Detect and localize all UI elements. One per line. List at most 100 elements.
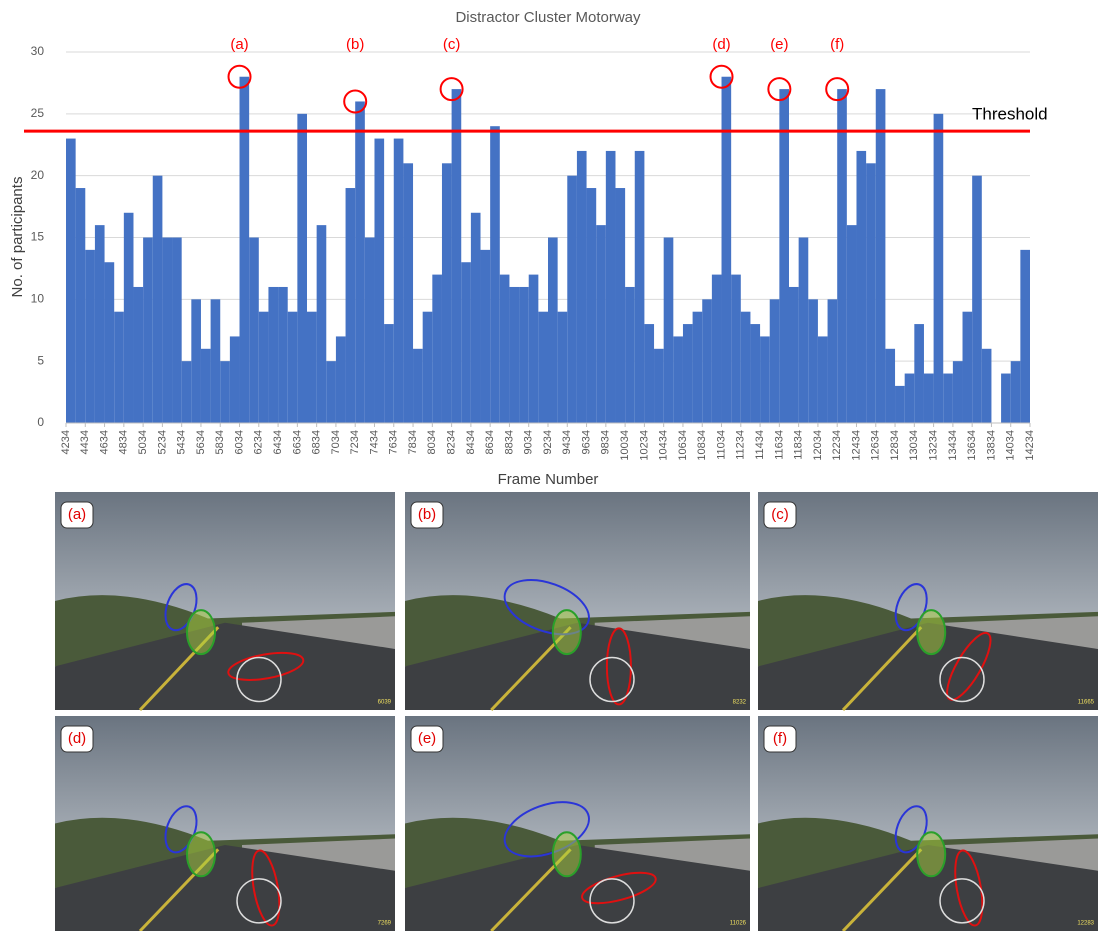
bar [693,312,703,423]
x-tick-label: 12234 [831,430,843,461]
bar [606,151,616,423]
bar [808,299,818,423]
bar [461,262,471,423]
x-tick-label: 13634 [966,430,978,461]
x-tick-label: 12034 [812,430,824,461]
x-tick-label: 7634 [388,430,400,454]
cluster-green [917,610,945,654]
y-tick-label: 0 [37,415,44,429]
y-tick-label: 15 [31,230,45,244]
bar [133,287,143,423]
bar [750,324,760,423]
bar [644,324,654,423]
bar [654,349,664,423]
x-tick-label: 10434 [658,430,670,461]
bar [317,225,327,423]
x-tick-label: 9434 [561,430,573,454]
bar [558,312,568,423]
bar [481,250,491,423]
x-tick-label: 10034 [619,430,631,461]
x-tick-label: 5234 [156,430,168,454]
bar [162,238,172,424]
figure: Distractor Cluster Motorway No. of parti… [0,0,1099,931]
y-axis-label: No. of participants [9,177,26,298]
x-tick-label: 6834 [311,430,323,454]
bar [509,287,519,423]
x-tick-label: 4834 [118,430,130,454]
bar [365,238,375,424]
cluster-green [553,832,581,876]
bar [278,287,288,423]
bar [394,139,404,423]
bar [452,89,462,423]
bar [972,176,982,423]
y-tick-label: 10 [31,292,45,306]
bar [905,374,915,423]
bar [326,361,336,423]
x-tick-label: 8634 [484,430,496,454]
cluster-green [553,610,581,654]
bar [866,163,876,423]
bar [76,188,86,423]
bar [442,163,452,423]
x-tick-label: 12434 [850,430,862,461]
x-tick-label: 6434 [272,430,284,454]
bar [172,238,182,424]
x-tick-label: 10634 [677,430,689,461]
bar [423,312,433,423]
photo-panel: (b)8232 [405,492,750,710]
bar [982,349,992,423]
bar [770,299,780,423]
bar [567,176,577,423]
bar [211,299,221,423]
bar [779,89,789,423]
bar [230,336,240,423]
x-tick-label: 5834 [214,430,226,454]
bar [413,349,423,423]
bar [220,361,230,423]
bar [538,312,548,423]
y-tick-label: 5 [37,353,44,367]
x-tick-label: 7434 [368,430,380,454]
x-tick-label: 7034 [330,430,342,454]
bar [500,275,510,423]
bar [336,336,346,423]
x-tick-label: 6234 [253,430,265,454]
x-tick-label: 13834 [985,430,997,461]
panel-label: (a) [68,506,86,523]
x-tick-label: 14034 [1005,430,1017,461]
bar [963,312,973,423]
bar [124,213,134,423]
x-tick-label: 8834 [503,430,515,454]
bar [182,361,192,423]
bar [114,312,124,423]
bar [664,238,674,424]
cluster-green [187,832,215,876]
bar [374,139,384,423]
x-tick-label: 12634 [870,430,882,461]
panel-label: (b) [418,506,436,523]
bar [85,250,95,423]
bar [615,188,625,423]
x-tick-label: 8234 [446,430,458,454]
x-tick-label: 13034 [908,430,920,461]
x-tick-label: 10834 [696,430,708,461]
bar [876,89,886,423]
frame-number: 11665 [1078,700,1095,706]
panel-label: (f) [773,730,787,747]
x-tick-label: 11234 [735,430,747,460]
peak-label: (f) [830,36,844,53]
bar [741,312,751,423]
y-tick-label: 30 [31,44,45,58]
y-tick-label: 20 [31,168,45,182]
x-tick-label: 6034 [233,430,245,454]
bar [837,89,847,423]
bar [297,114,307,423]
bar [953,361,963,423]
bar [307,312,317,423]
bar [722,77,732,423]
bar [529,275,539,423]
panel-label: (e) [418,730,436,747]
bar [712,275,722,423]
bar [355,101,365,423]
